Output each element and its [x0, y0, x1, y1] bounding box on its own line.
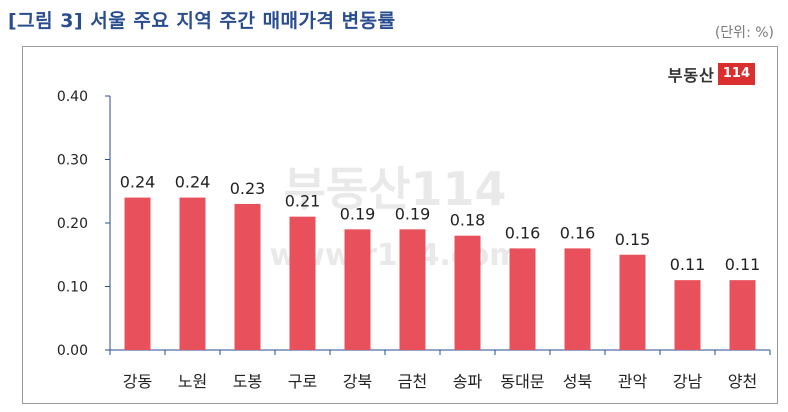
x-tick-label: 동대문	[500, 372, 544, 391]
bar	[179, 197, 206, 350]
brand-logo: 부동산 114	[668, 62, 755, 86]
data-label: 0.16	[560, 223, 596, 242]
x-tick-label: 강남	[673, 372, 703, 391]
bar	[729, 280, 756, 350]
x-tick-label: 구로	[288, 372, 317, 391]
bar	[234, 203, 261, 350]
bar	[509, 248, 536, 350]
x-tick-label: 성북	[563, 372, 592, 391]
axes: 0.40 0.30 0.20 0.10 0.00	[57, 89, 771, 359]
watermark-brand: 부동산114	[284, 162, 507, 216]
data-label: 0.24	[120, 173, 156, 192]
bar	[289, 216, 316, 350]
y-tick-label: 0.30	[57, 153, 88, 169]
bar	[674, 280, 701, 350]
bar	[619, 254, 646, 350]
y-tick-label: 0.40	[57, 89, 88, 105]
bar	[399, 229, 426, 350]
bars-group	[124, 197, 756, 350]
data-label: 0.19	[340, 204, 376, 223]
x-tick-label: 강동	[123, 372, 152, 391]
data-label: 0.19	[395, 204, 431, 223]
x-tick-label: 강북	[343, 372, 372, 391]
x-tick-label: 도봉	[233, 372, 262, 391]
bar	[124, 197, 151, 350]
data-label: 0.18	[450, 211, 486, 230]
data-label: 0.16	[505, 223, 541, 242]
chart-title: [그림 3] 서울 주요 지역 주간 매매가격 변동률	[8, 10, 396, 32]
data-label: 0.21	[285, 192, 321, 211]
logo-number: 114	[717, 63, 755, 85]
data-label: 0.15	[615, 230, 651, 249]
unit-label: (단위: %)	[714, 25, 774, 41]
x-tick-label: 노원	[178, 372, 207, 391]
y-tick-label: 0.20	[57, 216, 88, 232]
x-tick-label: 관악	[618, 372, 648, 391]
y-tick-label: 0.00	[57, 343, 88, 359]
bar	[564, 248, 591, 350]
data-label: 0.11	[670, 255, 706, 274]
logo-text: 부동산	[667, 66, 715, 85]
x-tick-label: 송파	[453, 372, 483, 391]
x-tick-label: 금천	[398, 372, 427, 391]
x-tick-label: 양천	[728, 372, 757, 391]
data-label: 0.24	[175, 173, 211, 192]
bar	[344, 229, 371, 350]
bar	[454, 235, 481, 350]
labels-group: 0.24 강동 0.24 노원 0.23 도봉 0.21 구로 0.19 강북 0.19 금천 0.18…	[120, 173, 761, 391]
data-label: 0.23	[230, 179, 266, 198]
y-tick-label: 0.10	[57, 280, 88, 296]
data-label: 0.11	[725, 255, 761, 274]
